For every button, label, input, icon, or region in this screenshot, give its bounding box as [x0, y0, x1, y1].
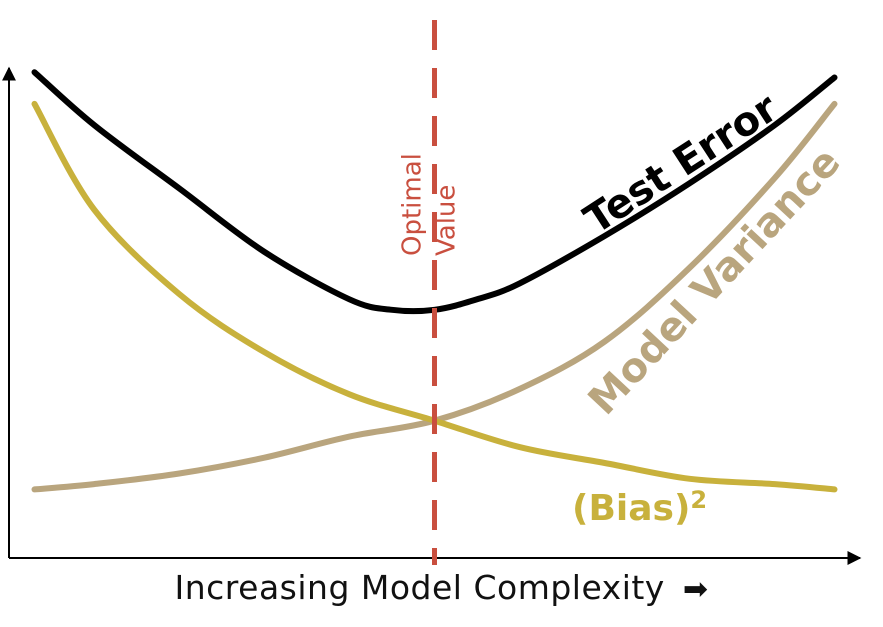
series-line-model-variance: [31, 100, 838, 493]
series-line-bias: [31, 100, 838, 493]
optimal-value-marker: Optimal Value: [398, 20, 462, 565]
bias-superscript: 2: [690, 486, 707, 514]
bias-squared-label: (Bias)2: [572, 486, 707, 529]
arrow-right-icon: ➡: [682, 572, 709, 607]
x-axis-label-text: Increasing Model Complexity: [174, 568, 665, 607]
bias-name: (Bias): [572, 488, 690, 529]
optimal-label-line-1: Optimal: [398, 153, 428, 256]
x-axis-label: Increasing Model Complexity ➡: [0, 568, 883, 607]
optimal-label-line-2: Value: [432, 185, 462, 256]
